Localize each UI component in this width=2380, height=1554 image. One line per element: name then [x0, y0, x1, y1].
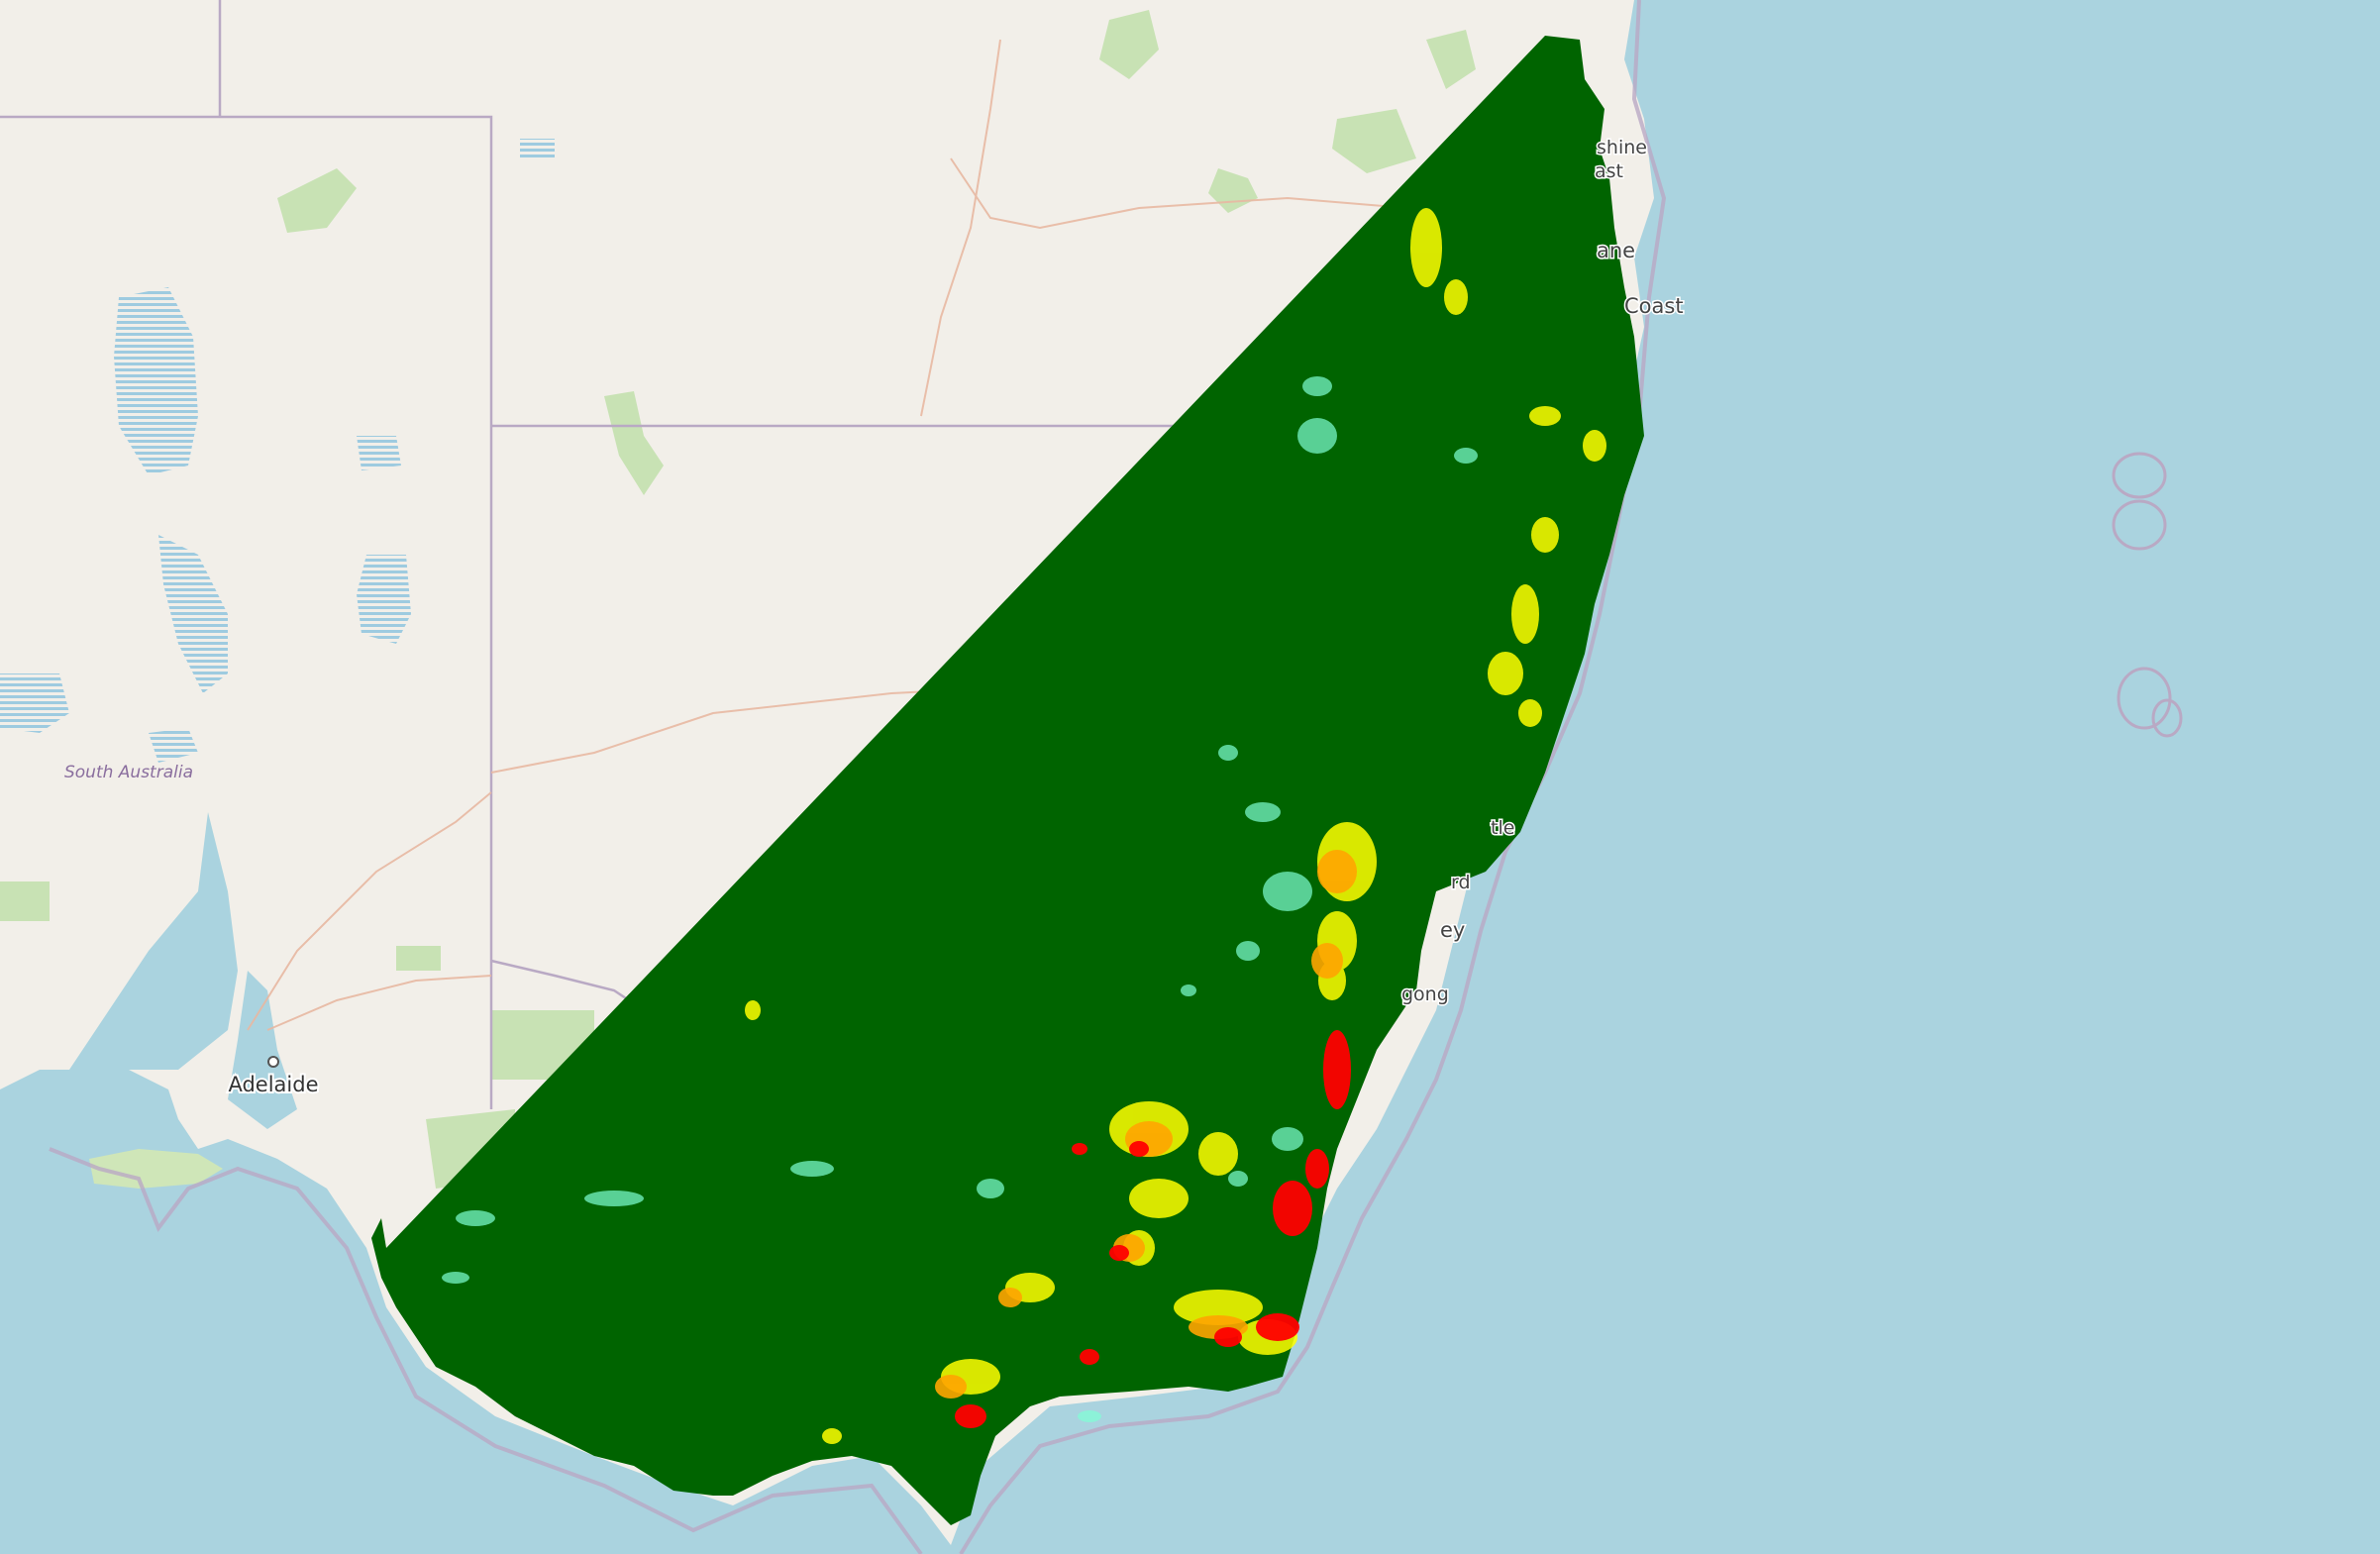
label-sunshine-coast-line1: shine [1597, 137, 1647, 158]
national-parks [0, 10, 1476, 1189]
gulf-st-vincent [228, 971, 297, 1129]
label-gosford: rd [1451, 872, 1471, 893]
label-brisbane: ane [1597, 239, 1635, 262]
label-wollongong: gong [1401, 984, 1449, 1005]
label-adelaide[interactable]: Adelaide [226, 1071, 320, 1098]
adelaide-marker[interactable] [267, 1056, 279, 1068]
overlay-speckles-light [442, 376, 1478, 1422]
label-sunshine-coast-line2: ast [1595, 160, 1623, 182]
fire-severity-overlay[interactable] [371, 36, 1644, 1525]
salt-lakes [0, 139, 555, 763]
kangaroo-island [89, 1149, 223, 1189]
island-outline [2112, 452, 2167, 499]
label-south-australia: South Australia [64, 763, 193, 782]
maritime-boundary [959, 0, 1667, 1554]
island-outline [2151, 698, 2183, 738]
label-newcastle: tle [1491, 817, 1514, 839]
label-gold-coast: Coast [1624, 294, 1684, 318]
spencer-gulf [69, 812, 238, 1070]
label-sydney: ey [1440, 918, 1465, 942]
maritime-boundary [49, 1147, 923, 1554]
overlay-speckles-red [955, 1030, 1351, 1428]
island-outline [2117, 667, 2172, 730]
island-outline [2112, 499, 2167, 551]
